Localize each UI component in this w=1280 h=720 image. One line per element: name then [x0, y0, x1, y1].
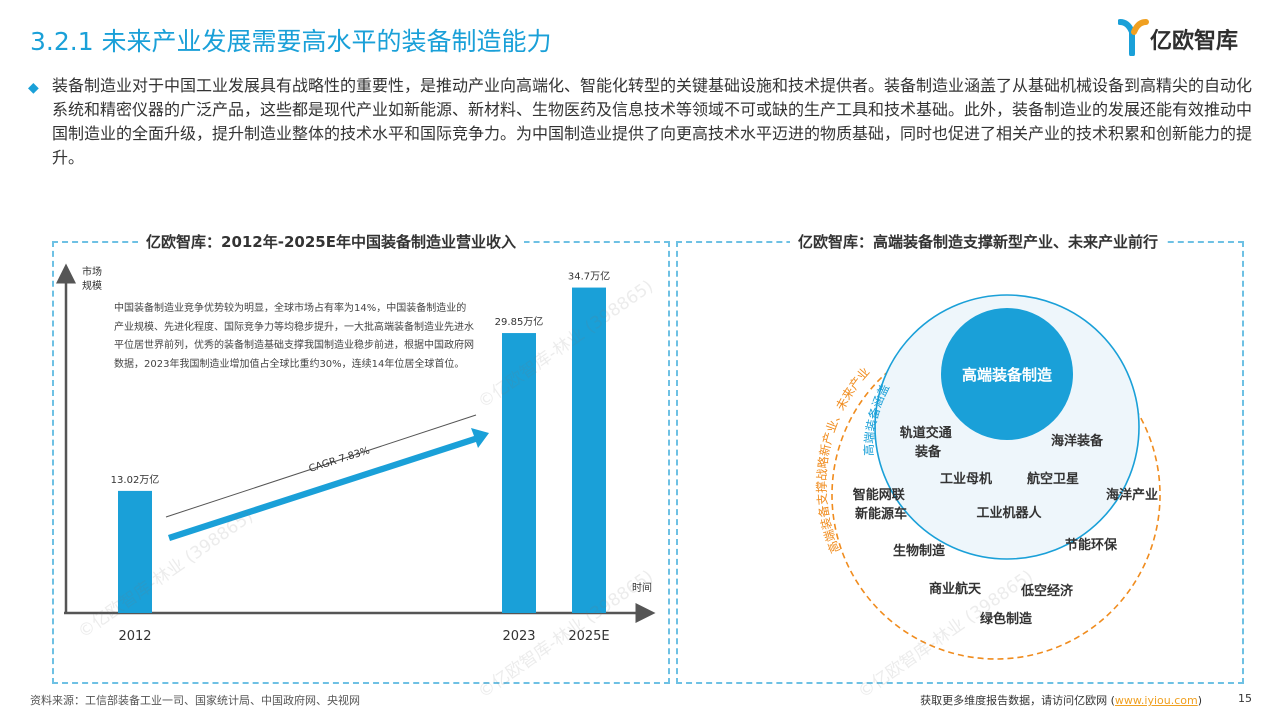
- page-title: 3.2.1 未来产业发展需要高水平的装备制造能力: [30, 27, 552, 56]
- bar-value-label: 29.85万亿: [495, 315, 544, 328]
- cagr-arrow: [168, 428, 489, 541]
- x-tick-label: 2023: [502, 629, 535, 644]
- chart-description: 中国装备制造业竞争优势较为明显，全球市场占有率为14%，中国装备制造业的产业规模…: [114, 303, 474, 370]
- y-axis-label-line1: 市场: [82, 265, 102, 278]
- outer-item-nev-line1: 智能网联: [853, 487, 905, 503]
- right-diagram-panel: 亿欧智库：高端装备制造支撑新型产业、未来产业前行: [676, 231, 1244, 684]
- y-axis-label: 市场 规模: [82, 265, 105, 292]
- diamond-bullet-icon: ◆: [28, 80, 39, 96]
- left-chart-panel: 亿欧智库：2012年-2025E年中国装备制造业营业收入: [52, 231, 670, 684]
- inner-item-robot: 工业机器人: [976, 505, 1042, 521]
- inner-item-rail-line2: 装备: [914, 444, 942, 460]
- outer-item-nev: 智能网联 新能源车: [853, 487, 910, 522]
- inner-item-aerospace: 航空卫星: [1027, 471, 1079, 487]
- outer-item-green-manufacturing: 绿色制造: [980, 611, 1033, 627]
- inner-item-machine-tool: 工业母机: [940, 471, 992, 487]
- outer-item-commercial-space: 商业航天: [929, 581, 982, 597]
- outer-item-marine-industry: 海洋产业: [1106, 487, 1158, 503]
- bar-value-label: 13.02万亿: [111, 473, 160, 486]
- bar-2023: [502, 333, 536, 613]
- inner-item-rail: 轨道交通 装备: [900, 425, 957, 460]
- cagr-label: CAGR 7.83%: [308, 445, 372, 475]
- intro-paragraph: 装备制造业对于中国工业发展具有战略性的重要性，是推动产业向高端化、智能化转型的关…: [52, 76, 1253, 167]
- bars-group: 13.02万亿 2012 29.85万亿 2023 34.7万亿 2025E: [111, 270, 610, 644]
- core-circle: [941, 308, 1073, 440]
- cagr-guide-line: [165, 414, 477, 518]
- bar-value-label: 34.7万亿: [568, 270, 610, 283]
- inner-item-marine-equipment: 海洋装备: [1051, 433, 1104, 449]
- footer-link-prefix: 获取更多维度报告数据，请访问亿欧网 (: [920, 694, 1115, 707]
- logo: 亿欧智库: [1117, 18, 1258, 58]
- iyiou-link[interactable]: www.iyiou.com: [1114, 694, 1198, 707]
- right-panel-title: 亿欧智库：高端装备制造支撑新型产业、未来产业前行: [790, 231, 1167, 252]
- ecosystem-diagram: 高端装备制造 高端装备涵盖 高端装备支撑战略新产业、未来产业 轨道交通 装备 海…: [814, 294, 1161, 660]
- inner-item-rail-line1: 轨道交通: [900, 425, 952, 441]
- outer-item-energy-saving: 节能环保: [1065, 537, 1118, 553]
- core-label: 高端装备制造: [962, 366, 1052, 384]
- x-tick-label: 2025E: [568, 629, 609, 644]
- left-panel-title: 亿欧智库：2012年-2025E年中国装备制造业营业收入: [138, 231, 524, 252]
- x-axis-label: 时间: [632, 581, 652, 594]
- outer-item-biomanufacturing: 生物制造: [893, 543, 946, 559]
- footer-link-text: 获取更多维度报告数据，请访问亿欧网 (www.iyiou.com): [920, 692, 1202, 708]
- page-number: 15: [1238, 692, 1252, 705]
- x-tick-label: 2012: [118, 629, 151, 644]
- outer-item-nev-line2: 新能源车: [855, 506, 907, 522]
- bar-2012: [118, 490, 152, 613]
- outer-arc-label: 高端装备支撑战略新产业、未来产业: [814, 365, 873, 556]
- logo-text: 亿欧智库: [1150, 29, 1239, 54]
- y-axis-label-line2: 规模: [82, 279, 102, 292]
- footer-link-suffix: ): [1197, 694, 1202, 707]
- bar-2025E: [572, 287, 606, 613]
- logo-icon: [1117, 19, 1149, 57]
- bar-chart: 市场 规模 时间 13.02万亿 2012 29.85万亿 2023 34.7万亿 202…: [56, 263, 656, 644]
- footer-source: 资料来源：工信部装备工业一司、国家统计局、中国政府网、央视网: [30, 694, 360, 707]
- outer-item-low-altitude: 低空经济: [1020, 583, 1074, 599]
